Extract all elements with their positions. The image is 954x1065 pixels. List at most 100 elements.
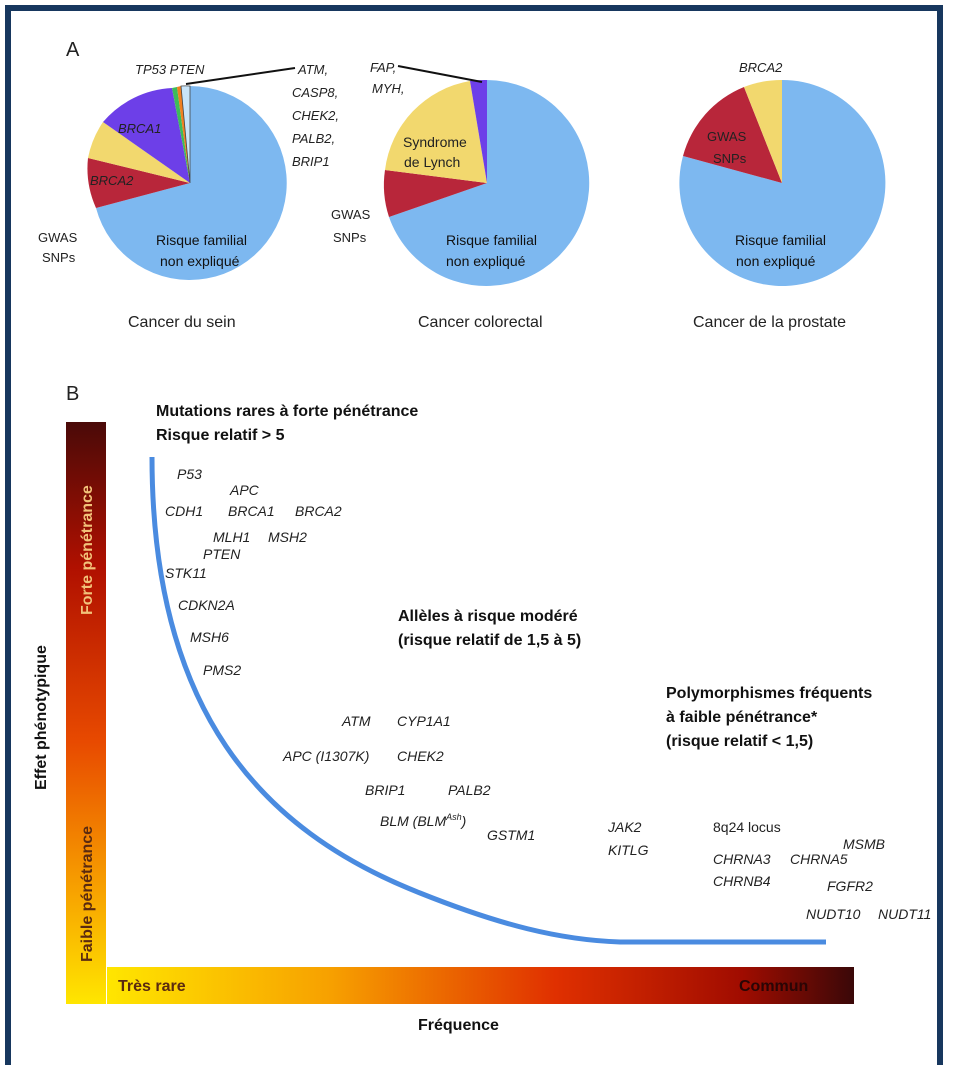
colorectal-slice-gwas: [383, 170, 487, 217]
gene-label: CYP1A1: [397, 713, 451, 729]
breast-leader-line: [185, 67, 296, 85]
colorectal-label-gwas-1: GWAS: [331, 207, 371, 222]
gene-label: STK11: [165, 565, 207, 581]
colorectal-slice-lynch: [385, 81, 487, 183]
breast-slice-brca2: [88, 122, 190, 183]
breast-label-tp53-pten: TP53 PTEN: [135, 62, 205, 77]
breast-moderate-genes: ATM, CASP8, CHEK2, PALB2, BRIP1: [292, 62, 339, 169]
breast-slice-tp53: [172, 87, 190, 183]
gene-label: ATM,: [297, 62, 328, 77]
gene-label: JAK2: [607, 819, 642, 835]
gene-label: CDH1: [165, 503, 203, 519]
gene-label: BRIP1: [292, 154, 330, 169]
breast-label-unexplained-2: non expliqué: [160, 253, 240, 269]
x-bar-right-label: Commun: [739, 978, 808, 995]
gene-label: 8q24 locus: [713, 819, 781, 835]
colorectal-pie: [383, 79, 590, 286]
prostate-pie: [679, 79, 886, 286]
breast-slice-gwas: [87, 158, 190, 208]
gene-label: CHEK2,: [292, 108, 339, 123]
gene-label: BRIP1: [365, 782, 405, 798]
colorectal-label-unexplained-2: non expliqué: [446, 253, 526, 269]
gene-label: PALB2,: [292, 131, 335, 146]
prostate-label-unexplained-2: non expliqué: [736, 253, 816, 269]
gene-label: P53: [177, 466, 202, 482]
prostate-label-unexplained-1: Risque familial: [735, 232, 826, 248]
gene-label: MSH2: [268, 529, 307, 545]
x-bar-left-label: Très rare: [118, 978, 186, 995]
gene-label-superscript: Ash: [445, 812, 462, 822]
moderate-risk-genes: ATM CYP1A1 APC (I1307K) CHEK2 BRIP1 PALB…: [282, 713, 535, 843]
frequency-gradient-bar: [107, 967, 854, 1004]
colorectal-slice-fap: [470, 79, 487, 183]
breast-slice-moderate: [180, 85, 191, 184]
gene-label: PALB2: [448, 782, 491, 798]
low-heading-2: à faible pénétrance*: [666, 709, 818, 726]
prostate-caption: Cancer de la prostate: [693, 314, 846, 331]
colorectal-slice-unexplained: [389, 80, 590, 286]
gene-label: BRCA2: [295, 503, 342, 519]
gene-label: GSTM1: [487, 827, 535, 843]
prostate-label-gwas-1: GWAS: [707, 129, 747, 144]
breast-label-unexplained-1: Risque familial: [156, 232, 247, 248]
y-bar-bottom-label: Faible pénétrance: [79, 826, 96, 962]
high-penetrance-heading-1: Mutations rares à forte pénétrance: [156, 403, 418, 420]
y-axis-title: Effet phénotypique: [33, 645, 50, 790]
colorectal-label-gwas-2: SNPs: [333, 230, 367, 245]
penetrance-curve: [149, 456, 826, 945]
y-bar-top-label: Forte pénétrance: [79, 485, 96, 615]
breast-slice-unexplained: [96, 86, 287, 280]
penetrance-gradient-bar: [66, 422, 106, 1004]
prostate-label-gwas-2: SNPs: [713, 151, 747, 166]
gene-label: BRCA1: [228, 503, 275, 519]
colorectal-label-lynch-1: Syndrome: [403, 134, 467, 150]
panel-a-label: A: [66, 39, 80, 61]
prostate-slice-unexplained: [679, 79, 886, 286]
gene-label-part: BLM (BLM: [380, 813, 446, 829]
high-penetrance-genes: P53 APC CDH1 BRCA1 BRCA2 MLH1 MSH2 PTEN …: [165, 466, 342, 678]
breast-label-gwas-1: GWAS: [38, 230, 78, 245]
gene-label: APC: [229, 482, 260, 498]
colorectal-label-fap-2: MYH,: [372, 81, 405, 96]
gene-label: PMS2: [203, 662, 241, 678]
colorectal-caption: Cancer colorectal: [418, 314, 543, 331]
gene-label: MSMB: [843, 836, 885, 852]
gene-label: CDKN2A: [178, 597, 235, 613]
high-penetrance-heading-2: Risque relatif > 5: [156, 427, 285, 444]
gene-label: CHRNA3: [713, 851, 771, 867]
colorectal-label-unexplained-1: Risque familial: [446, 232, 537, 248]
gene-label: MSH6: [190, 629, 229, 645]
prostate-slice-gwas: [683, 87, 782, 183]
colorectal-label-fap-1: FAP,: [370, 60, 396, 75]
gene-label: MLH1: [213, 529, 250, 545]
breast-label-brca2: BRCA2: [90, 173, 134, 188]
moderate-heading-2: (risque relatif de 1,5 à 5): [398, 632, 581, 649]
breast-slice-pten: [177, 86, 190, 183]
low-heading-3: (risque relatif < 1,5): [666, 733, 813, 750]
gene-label: CASP8,: [292, 85, 338, 100]
gene-label: CHRNB4: [713, 873, 771, 889]
gene-label: BLM (BLMAsh): [380, 812, 466, 829]
colorectal-label-lynch-2: de Lynch: [404, 154, 460, 170]
gene-label: NUDT10: [806, 906, 861, 922]
breast-pie: [87, 85, 287, 280]
gene-label: KITLG: [608, 842, 649, 858]
gene-label: NUDT11: [878, 906, 931, 922]
low-heading-1: Polymorphismes fréquents: [666, 685, 872, 702]
gene-label: CHRNA5: [790, 851, 848, 867]
gene-label: FGFR2: [827, 878, 873, 894]
breast-label-brca1: BRCA1: [118, 121, 161, 136]
gene-label-part: ): [460, 813, 467, 829]
panel-b-label: B: [66, 383, 79, 405]
colorectal-leader-line: [397, 65, 483, 83]
gene-label: PTEN: [203, 546, 241, 562]
gene-label: ATM: [341, 713, 371, 729]
x-axis-title: Fréquence: [418, 1017, 499, 1034]
low-penetrance-genes: JAK2 KITLG 8q24 locus MSMB CHRNA3 CHRNA5…: [607, 819, 931, 922]
gene-label: CHEK2: [397, 748, 444, 764]
prostate-label-brca2: BRCA2: [739, 60, 783, 75]
breast-caption: Cancer du sein: [128, 314, 236, 331]
moderate-heading-1: Allèles à risque modéré: [398, 608, 578, 625]
prostate-slice-brca2: [744, 79, 782, 183]
